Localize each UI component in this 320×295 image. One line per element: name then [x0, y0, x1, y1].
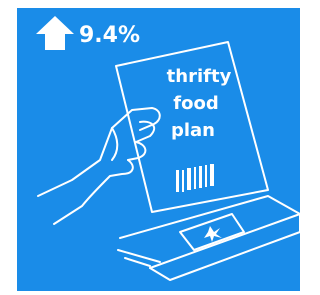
- card-line: plan: [171, 120, 215, 141]
- badge-text: 9.4%: [79, 23, 140, 48]
- illustration: 9.4% thrifty food plan: [0, 0, 317, 295]
- card-line: thrifty: [167, 66, 232, 87]
- card-line: food: [173, 93, 218, 114]
- page: 9.4% thrifty food plan (() => { const da…: [0, 0, 317, 295]
